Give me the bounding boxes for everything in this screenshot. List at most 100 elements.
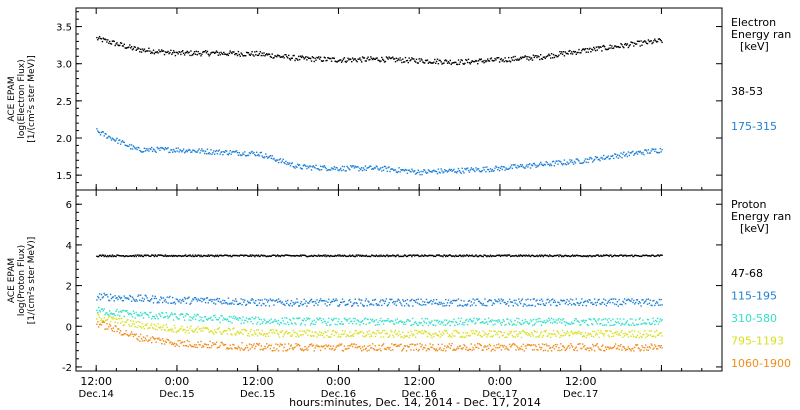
data-point	[529, 343, 531, 346]
data-point	[421, 59, 423, 61]
data-point	[385, 167, 388, 170]
data-point	[541, 336, 544, 338]
data-point	[605, 48, 608, 51]
data-point	[314, 254, 316, 257]
data-point	[170, 341, 172, 343]
data-point	[555, 319, 557, 321]
data-point	[433, 335, 435, 338]
data-point	[612, 301, 614, 304]
data-point	[604, 299, 607, 301]
data-point	[255, 254, 257, 257]
data-point	[504, 324, 506, 326]
data-point	[107, 313, 109, 316]
data-point	[350, 165, 352, 167]
data-point	[219, 301, 221, 303]
data-point	[637, 150, 640, 153]
data-point	[265, 347, 267, 350]
data-point	[437, 63, 440, 65]
data-point	[329, 324, 331, 326]
data-point	[586, 255, 588, 257]
data-point	[643, 322, 645, 325]
data-point	[372, 168, 375, 170]
data-point	[645, 323, 647, 325]
data-point	[575, 53, 577, 55]
data-point	[148, 327, 150, 329]
data-point	[197, 341, 199, 343]
data-point	[234, 317, 236, 320]
data-point	[97, 313, 99, 315]
data-point	[150, 52, 152, 54]
data-point	[529, 319, 532, 321]
data-point	[361, 167, 363, 169]
data-point	[193, 344, 196, 346]
data-point	[140, 327, 143, 329]
data-point	[586, 300, 588, 302]
data-point	[96, 36, 98, 39]
data-point	[249, 54, 251, 56]
data-point	[181, 341, 183, 343]
data-point	[462, 347, 464, 349]
data-point	[603, 318, 605, 321]
data-point	[524, 331, 526, 334]
data-point	[362, 323, 365, 325]
data-point	[595, 344, 598, 346]
data-point	[584, 348, 587, 350]
data-point	[378, 169, 380, 171]
data-point	[195, 344, 198, 346]
data-point	[311, 331, 314, 333]
data-point	[132, 310, 135, 312]
data-point	[352, 59, 355, 61]
y-tick-label: -2	[62, 363, 72, 374]
data-point	[266, 333, 268, 335]
data-point	[326, 59, 328, 62]
data-point	[293, 54, 295, 57]
data-point	[636, 40, 639, 42]
data-point	[108, 316, 110, 318]
data-point	[403, 321, 406, 323]
data-point	[661, 254, 663, 256]
data-point	[431, 62, 433, 64]
data-point	[529, 56, 531, 58]
data-point	[464, 304, 466, 306]
data-point	[456, 172, 458, 174]
data-point	[310, 60, 313, 62]
data-point	[453, 299, 455, 302]
data-point	[296, 58, 298, 60]
data-point	[464, 345, 466, 347]
data-point	[414, 301, 417, 303]
data-point	[390, 320, 392, 322]
data-point	[413, 323, 415, 325]
data-point	[199, 152, 201, 154]
plot-frame	[75, 189, 723, 372]
data-point	[328, 317, 330, 319]
legend-entry: 47-68	[731, 267, 763, 280]
data-point	[310, 298, 313, 301]
data-point	[251, 346, 253, 349]
data-point	[392, 334, 394, 337]
data-point	[115, 255, 117, 258]
data-point	[215, 298, 218, 301]
data-point	[144, 311, 146, 314]
data-point	[112, 313, 114, 315]
data-point	[427, 324, 430, 327]
data-point	[166, 296, 168, 298]
data-point	[535, 255, 537, 257]
data-point	[483, 346, 485, 348]
data-point	[282, 320, 284, 322]
data-point	[594, 345, 597, 347]
data-point	[174, 327, 177, 329]
data-point	[235, 347, 237, 350]
data-point	[595, 157, 598, 159]
data-point	[655, 336, 657, 338]
data-point	[206, 50, 209, 53]
data-point	[322, 254, 325, 256]
data-point	[558, 54, 560, 56]
data-point	[538, 255, 540, 257]
data-point	[490, 350, 493, 352]
data-point	[124, 144, 126, 146]
data-point	[373, 167, 376, 169]
data-point	[419, 322, 421, 325]
data-point	[203, 254, 206, 257]
data-point	[115, 43, 117, 45]
data-point	[651, 254, 653, 256]
